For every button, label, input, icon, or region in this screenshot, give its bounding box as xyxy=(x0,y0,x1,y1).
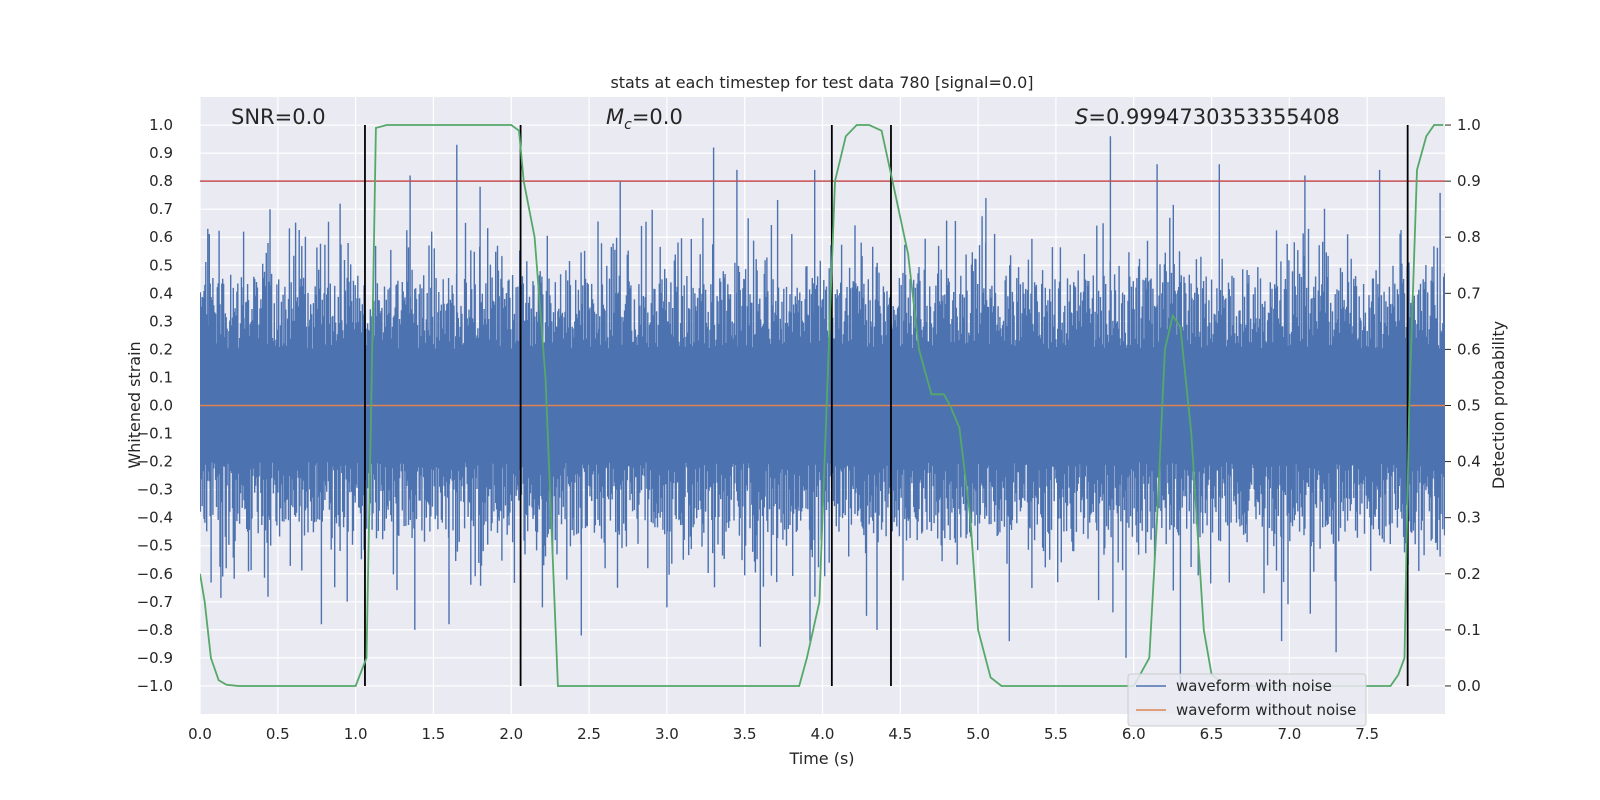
y2-tick-label: 0.9 xyxy=(1457,172,1481,190)
x-tick-label: 3.0 xyxy=(655,725,679,743)
y-tick-label: 0.3 xyxy=(149,312,173,330)
y-tick-label: 0.8 xyxy=(149,172,173,190)
x-tick-label: 5.5 xyxy=(1044,725,1068,743)
y-tick-label: −0.9 xyxy=(137,649,173,667)
y-tick-label: 0.7 xyxy=(149,200,173,218)
y-tick-label: −0.3 xyxy=(137,481,173,499)
y-tick-label: −0.5 xyxy=(137,537,173,555)
y2-tick-label: 0.4 xyxy=(1457,453,1481,471)
x-tick-label: 4.0 xyxy=(811,725,835,743)
mc-symbol: M xyxy=(606,105,624,129)
y-axis-label: Whitened strain xyxy=(125,341,144,468)
x-tick-label: 7.5 xyxy=(1355,725,1379,743)
y-tick-label: −0.6 xyxy=(137,565,173,583)
x-tick-label: 6.5 xyxy=(1200,725,1224,743)
x-tick-label: 1.0 xyxy=(344,725,368,743)
y-axis-ticks: 1.0 0.9 0.8 0.7 0.6 0.5 0.4 0.3 0.2 0.1 0.0 −0.1 −0.… xyxy=(137,116,173,695)
y-tick-label: −0.2 xyxy=(137,453,173,471)
y2-tick-label: 0.7 xyxy=(1457,284,1481,302)
y-tick-label: 0.6 xyxy=(149,228,173,246)
x-axis-label: Time (s) xyxy=(788,749,854,768)
y-tick-label: −0.7 xyxy=(137,593,173,611)
s-value: =0.9994730353355408 xyxy=(1088,105,1339,129)
y-tick-label: 0.1 xyxy=(149,368,173,386)
x-tick-label: 0.0 xyxy=(188,725,212,743)
x-tick-label: 2.5 xyxy=(577,725,601,743)
x-tick-label: 1.5 xyxy=(422,725,446,743)
y2-tick-label: 0.2 xyxy=(1457,565,1481,583)
mc-subscript: c xyxy=(624,117,632,133)
x-axis-ticks: 0.0 0.5 1.0 1.5 2.0 2.5 3.0 3.5 4.0 4.5 5.0 5.5 6.0 6… xyxy=(188,725,1379,743)
y2-tick-label: 0.5 xyxy=(1457,397,1481,415)
y-tick-label: −1.0 xyxy=(137,677,173,695)
y-tick-label: 0.9 xyxy=(149,144,173,162)
y-tick-label: 1.0 xyxy=(149,116,173,134)
y-tick-label: −0.8 xyxy=(137,621,173,639)
x-tick-label: 7.0 xyxy=(1277,725,1301,743)
s-annotation: S=0.9994730353355408 xyxy=(1075,105,1340,129)
y2-tick-label: 0.3 xyxy=(1457,509,1481,527)
x-tick-label: 2.0 xyxy=(499,725,523,743)
legend: waveform with noise waveform without noi… xyxy=(1127,673,1367,727)
y-tick-label: 0.0 xyxy=(149,397,173,415)
legend-label-with-noise: waveform with noise xyxy=(1176,677,1332,695)
y2-tick-label: 0.6 xyxy=(1457,340,1481,358)
y2-axis-label: Detection probability xyxy=(1489,321,1508,489)
y2-axis-ticks: 1.0 0.9 0.8 0.7 0.6 0.5 0.4 0.3 0.2 0.1 0.0 xyxy=(1445,116,1481,695)
chart-title: stats at each timestep for test data 780… xyxy=(610,73,1033,92)
mc-annotation: Mc=0.0 xyxy=(606,105,683,133)
y2-tick-label: 0.0 xyxy=(1457,677,1481,695)
y2-tick-label: 0.8 xyxy=(1457,228,1481,246)
event-lines xyxy=(364,125,1409,686)
x-tick-label: 3.5 xyxy=(733,725,757,743)
y2-tick-label: 1.0 xyxy=(1457,116,1481,134)
legend-box xyxy=(1127,673,1367,727)
legend-label-without-noise: waveform without noise xyxy=(1176,701,1356,719)
y-tick-label: 0.4 xyxy=(149,284,173,302)
x-tick-label: 5.0 xyxy=(966,725,990,743)
y-tick-label: −0.4 xyxy=(137,509,173,527)
y2-tick-label: 0.1 xyxy=(1457,621,1481,639)
y-tick-label: 0.2 xyxy=(149,340,173,358)
snr-annotation: SNR=0.0 xyxy=(231,105,326,129)
x-tick-label: 6.0 xyxy=(1122,725,1146,743)
x-tick-label: 4.5 xyxy=(888,725,912,743)
y-tick-label: 0.5 xyxy=(149,256,173,274)
s-symbol: S xyxy=(1075,105,1088,129)
y-tick-label: −0.1 xyxy=(137,425,173,443)
mc-value: =0.0 xyxy=(632,105,683,129)
x-tick-label: 0.5 xyxy=(266,725,290,743)
